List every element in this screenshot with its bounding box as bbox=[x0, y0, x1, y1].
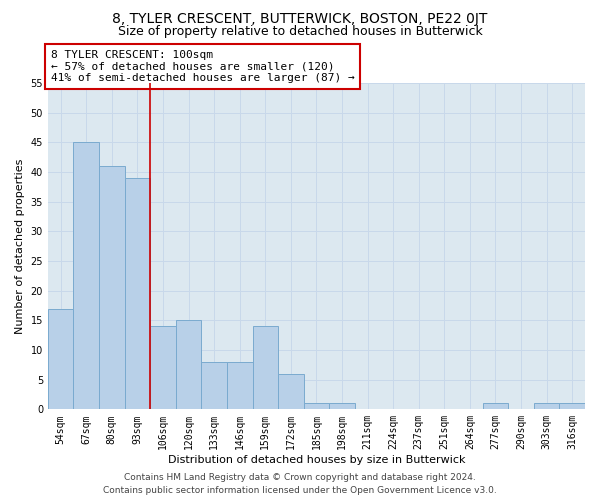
Bar bbox=[278, 374, 304, 410]
Y-axis label: Number of detached properties: Number of detached properties bbox=[15, 158, 25, 334]
Bar bbox=[73, 142, 99, 410]
Bar bbox=[482, 404, 508, 409]
Text: 8 TYLER CRESCENT: 100sqm
← 57% of detached houses are smaller (120)
41% of semi-: 8 TYLER CRESCENT: 100sqm ← 57% of detach… bbox=[50, 50, 355, 83]
Bar bbox=[304, 404, 329, 409]
Bar bbox=[534, 404, 559, 409]
Bar bbox=[202, 362, 227, 410]
Text: 8, TYLER CRESCENT, BUTTERWICK, BOSTON, PE22 0JT: 8, TYLER CRESCENT, BUTTERWICK, BOSTON, P… bbox=[112, 12, 488, 26]
Text: Size of property relative to detached houses in Butterwick: Size of property relative to detached ho… bbox=[118, 25, 482, 38]
Bar bbox=[125, 178, 150, 410]
Bar bbox=[227, 362, 253, 410]
Bar bbox=[253, 326, 278, 409]
Bar bbox=[329, 404, 355, 409]
X-axis label: Distribution of detached houses by size in Butterwick: Distribution of detached houses by size … bbox=[168, 455, 465, 465]
Bar bbox=[99, 166, 125, 410]
Bar bbox=[559, 404, 585, 409]
Bar bbox=[176, 320, 202, 410]
Bar bbox=[48, 308, 73, 410]
Text: Contains HM Land Registry data © Crown copyright and database right 2024.
Contai: Contains HM Land Registry data © Crown c… bbox=[103, 474, 497, 495]
Bar bbox=[150, 326, 176, 409]
